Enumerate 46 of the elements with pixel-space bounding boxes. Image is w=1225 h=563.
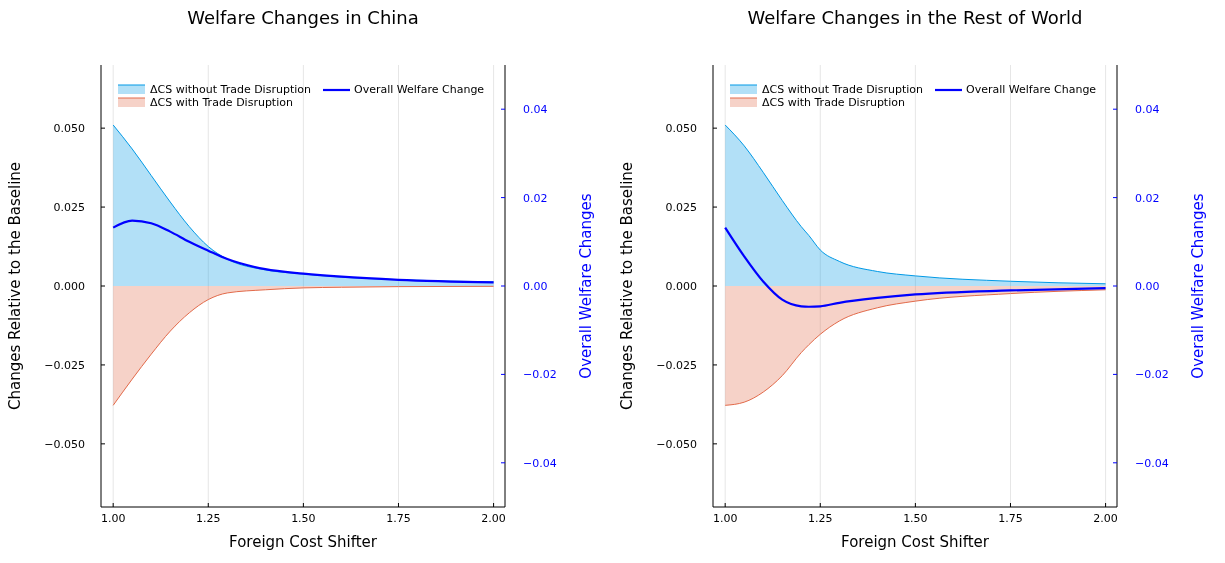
- y2-axis-title: Overall Welfare Changes: [577, 193, 595, 379]
- y-tick-label: −0.050: [44, 437, 85, 451]
- x-tick-label: 2.00: [1093, 512, 1118, 525]
- legend-label: Overall Welfare Change: [966, 83, 1097, 96]
- y-axis-title: Changes Relative to the Baseline: [6, 161, 24, 411]
- y-tick-label: −0.025: [44, 358, 85, 372]
- y2-tick-label: 0.00: [523, 280, 548, 293]
- x-tick-label: 1.00: [100, 512, 126, 525]
- legend-label: Overall Welfare Change: [354, 83, 485, 96]
- y2-tick-label: 0.00: [1135, 280, 1160, 293]
- x-tick-label: 1.00: [712, 512, 738, 525]
- y2-tick-label: 0.02: [523, 191, 548, 205]
- line-series: [112, 219, 495, 284]
- legend-label: ΔCS with Trade Disruption: [150, 96, 293, 109]
- y2-tick-label: 0.04: [523, 103, 548, 117]
- x-axis-title: Foreign Cost Shifter: [229, 533, 378, 551]
- chart-title: Welfare Changes in China: [187, 7, 419, 28]
- x-tick-label: 1.25: [808, 512, 833, 525]
- y-tick-label: 0.000: [665, 280, 697, 293]
- x-tick-label: 1.50: [903, 512, 928, 525]
- line-series: [724, 226, 1107, 308]
- legend-label: ΔCS with Trade Disruption: [762, 96, 905, 109]
- y2-tick-label: −0.02: [1135, 368, 1169, 382]
- y2-tick-label: −0.04: [1135, 456, 1169, 470]
- x-tick-label: 1.75: [386, 512, 411, 525]
- chart-title: Welfare Changes in the Rest of World: [747, 7, 1083, 28]
- y-axis-title: Changes Relative to the Baseline: [618, 161, 636, 411]
- y2-tick-label: 0.02: [1135, 191, 1160, 205]
- y-tick-label: 0.050: [665, 122, 697, 136]
- legend-label: ΔCS without Trade Disruption: [762, 83, 923, 96]
- y2-tick-label: −0.02: [523, 368, 557, 382]
- y-tick-label: 0.050: [53, 122, 85, 136]
- y2-tick-label: −0.04: [523, 456, 557, 470]
- x-axis-title: Foreign Cost Shifter: [841, 533, 990, 551]
- y-tick-label: −0.050: [656, 437, 697, 451]
- y2-tick-label: 0.04: [1135, 103, 1160, 117]
- y-tick-label: 0.000: [53, 280, 85, 293]
- x-tick-label: 1.50: [291, 512, 316, 525]
- y-tick-label: 0.025: [665, 201, 697, 215]
- x-tick-label: 1.25: [196, 512, 221, 525]
- y2-axis-title: Overall Welfare Changes: [1189, 193, 1207, 379]
- x-tick-label: 2.00: [481, 512, 506, 525]
- legend-label: ΔCS without Trade Disruption: [150, 83, 311, 96]
- y-tick-label: 0.025: [53, 201, 85, 215]
- x-tick-label: 1.75: [998, 512, 1023, 525]
- y-tick-label: −0.025: [656, 358, 697, 372]
